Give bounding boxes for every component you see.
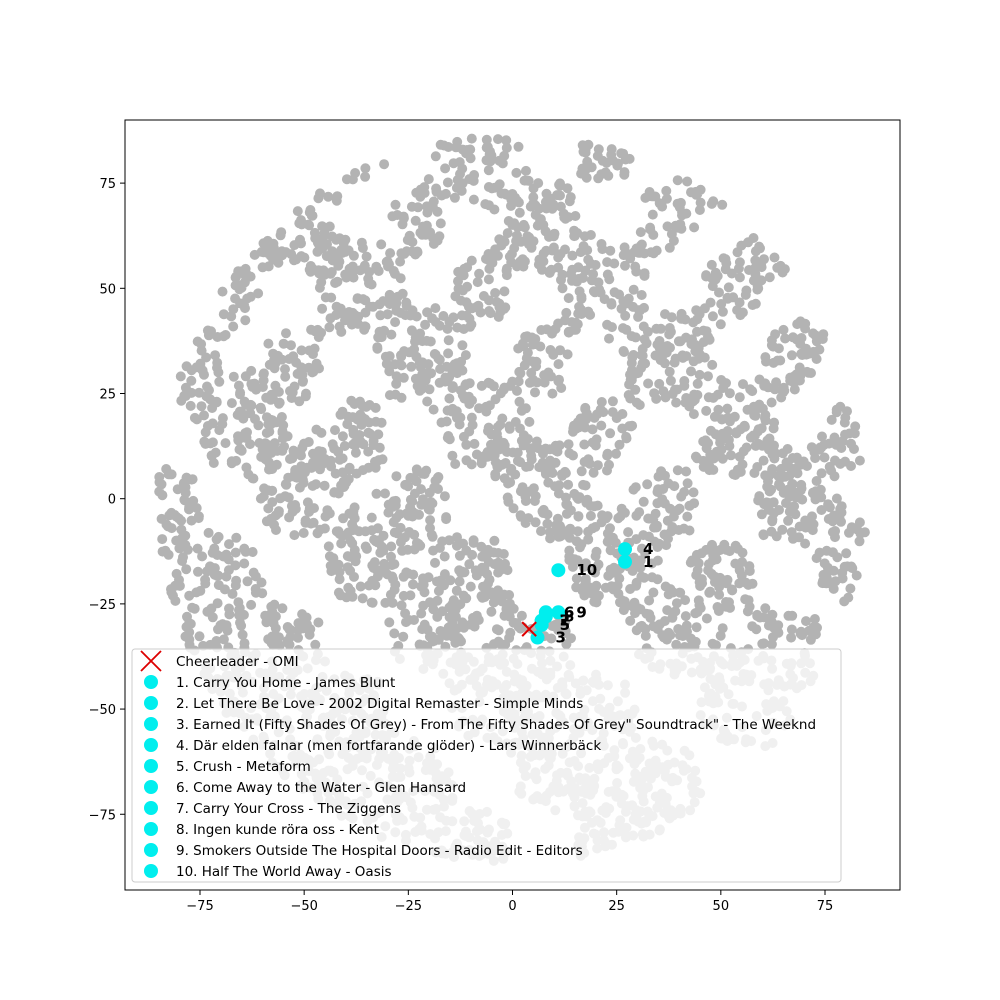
y-tick-label: 0 [108, 493, 116, 508]
rank-annotation: 9 [576, 603, 586, 621]
recommendation-points [530, 542, 632, 645]
legend-label: 3. Earned It (Fifty Shades Of Grey) - Fr… [176, 717, 816, 733]
y-tick-label: −50 [89, 703, 116, 718]
legend-label: 8. Ingen kunde röra oss - Kent [176, 822, 379, 838]
legend-marker [144, 738, 158, 752]
legend-label: 10. Half The World Away - Oasis [176, 864, 392, 880]
y-tick-label: 50 [99, 282, 116, 297]
legend-label: 5. Crush - Metaform [176, 759, 311, 775]
x-tick-label: 25 [608, 899, 625, 914]
legend-label: 9. Smokers Outside The Hospital Doors - … [176, 843, 583, 859]
recommendation-point [551, 563, 566, 578]
x-axis: −75 −50 −25 0 25 50 75 [186, 890, 833, 914]
x-tick-label: −25 [395, 899, 422, 914]
recommendation-point [618, 542, 632, 557]
rank-annotation: 7 [560, 612, 570, 630]
rank-annotation: 3 [556, 629, 566, 647]
legend-marker [144, 717, 158, 731]
legend-label: 7. Carry Your Cross - The Ziggens [176, 801, 401, 817]
y-tick-label: −75 [89, 808, 116, 823]
x-tick-label: 0 [508, 899, 516, 914]
rank-annotation: 1 [643, 553, 653, 571]
legend-marker [144, 822, 158, 836]
legend: Cheerleader - OMI 1. Carry You Home - Jam… [131, 648, 842, 883]
y-tick-label: −25 [89, 598, 116, 613]
query-marker [521, 621, 537, 637]
legend-marker [144, 801, 158, 815]
rank-annotation: 4 [643, 540, 653, 558]
rank-annotation: 10 [576, 561, 597, 579]
legend-marker [144, 843, 158, 857]
legend-box [131, 648, 842, 883]
recommendation-point [618, 554, 632, 569]
y-tick-label: 25 [99, 387, 116, 402]
rank-annotation: 2 [560, 612, 570, 630]
legend-query-marker [140, 650, 162, 672]
legend-label: 1. Carry You Home - James Blunt [176, 675, 395, 691]
rank-annotation: 5 [560, 616, 570, 634]
x-tick-label: 75 [817, 899, 834, 914]
legend-marker [144, 675, 158, 689]
legend-label: Cheerleader - OMI [176, 654, 299, 670]
recommendation-point [551, 605, 566, 620]
y-axis: −75 −50 −25 0 25 50 75 [89, 177, 125, 823]
legend-label: 4. Där elden falnar (men fortfarande glö… [176, 738, 601, 754]
x-tick-label: 50 [713, 899, 730, 914]
x-tick-label: −50 [290, 899, 317, 914]
query-point [521, 621, 537, 637]
rank-annotation: 6 [564, 603, 574, 621]
legend-marker [144, 696, 158, 710]
recommendation-point [538, 609, 553, 624]
legend-label: 6. Come Away to the Water - Glen Hansard [176, 780, 466, 796]
rank-annotation: 8 [564, 608, 574, 626]
y-tick-label: 75 [99, 177, 116, 192]
legend-label: 2. Let There Be Love - 2002 Digital Rema… [176, 696, 583, 712]
legend-marker [144, 864, 158, 878]
x-tick-label: −75 [186, 899, 213, 914]
legend-marker [144, 780, 158, 794]
legend-marker [144, 759, 158, 773]
